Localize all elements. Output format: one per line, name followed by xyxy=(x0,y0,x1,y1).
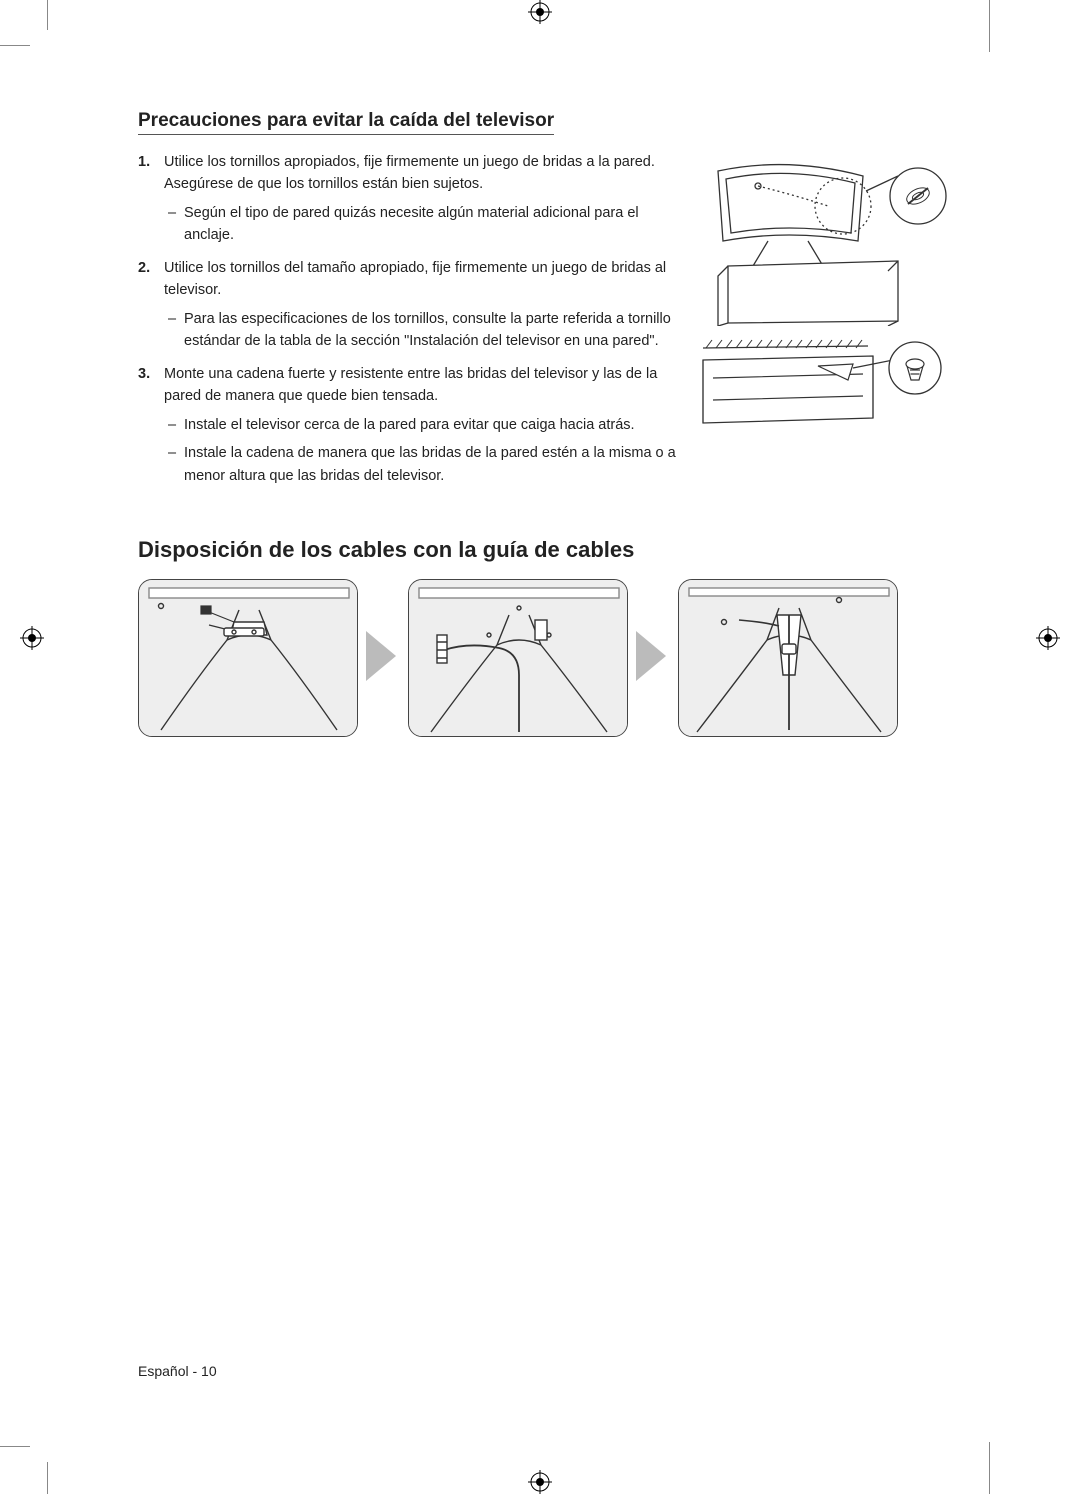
cable-panel-2 xyxy=(408,579,628,737)
crop-mark xyxy=(989,0,990,52)
tv-wall-tether-illustration xyxy=(698,151,948,326)
arrow-right-icon xyxy=(366,631,400,686)
step-text: Monte una cadena fuerte y resistente ent… xyxy=(164,366,657,404)
cable-panel-1 xyxy=(138,579,358,737)
cable-panel-3 xyxy=(678,579,898,737)
illustration-column xyxy=(698,151,948,497)
crop-mark xyxy=(0,45,30,46)
crop-mark xyxy=(47,1462,48,1494)
step-text: Utilice los tornillos del tamaño apropia… xyxy=(164,260,666,298)
crop-mark xyxy=(47,0,48,30)
step-item: Monte una cadena fuerte y resistente ent… xyxy=(138,363,680,487)
step-sub-item: Según el tipo de pared quizás necesite a… xyxy=(164,202,680,247)
page-content: Precauciones para evitar la caída del te… xyxy=(138,110,948,737)
steps-list: Utilice los tornillos apropiados, fije f… xyxy=(138,151,680,487)
step-item: Utilice los tornillos del tamaño apropia… xyxy=(138,257,680,353)
step-sub-item: Instale la cadena de manera que las brid… xyxy=(164,442,680,487)
crop-mark xyxy=(989,1442,990,1494)
section-title: Precauciones para evitar la caída del te… xyxy=(138,110,554,135)
registration-mark-icon xyxy=(528,1470,552,1494)
step-sub-item: Para las especificaciones de los tornill… xyxy=(164,308,680,353)
arrow-right-icon xyxy=(636,631,670,686)
registration-mark-icon xyxy=(528,0,552,24)
instructions-column: Utilice los tornillos apropiados, fije f… xyxy=(138,151,680,497)
heading-cable-guide: Disposición de los cables con la guía de… xyxy=(138,537,948,563)
registration-mark-icon xyxy=(20,626,44,650)
step-text: Utilice los tornillos apropiados, fije f… xyxy=(164,154,655,192)
wall-bracket-illustration xyxy=(698,338,948,433)
step-item: Utilice los tornillos apropiados, fije f… xyxy=(138,151,680,247)
registration-mark-icon xyxy=(1036,626,1060,650)
crop-mark xyxy=(0,1446,30,1447)
step-sub-item: Instale el televisor cerca de la pared p… xyxy=(164,414,680,436)
cable-guide-row xyxy=(138,579,948,737)
page-footer: Español - 10 xyxy=(138,1363,217,1379)
